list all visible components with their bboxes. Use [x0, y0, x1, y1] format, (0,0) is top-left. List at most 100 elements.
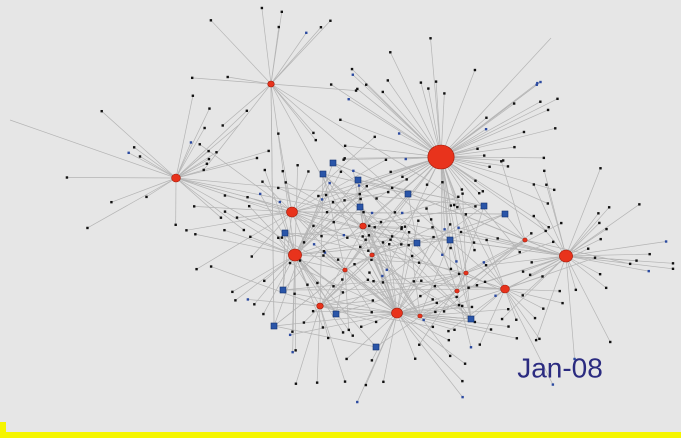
leaf-node — [219, 216, 223, 219]
edge — [465, 214, 506, 290]
edge — [440, 109, 549, 158]
leaf-node — [474, 205, 477, 208]
leaf-node — [476, 147, 479, 150]
edge — [458, 227, 567, 257]
leaf-node — [277, 25, 280, 29]
leaf-node — [547, 225, 550, 229]
edge — [270, 32, 307, 85]
leaf-node — [353, 263, 356, 266]
edge — [357, 179, 458, 292]
leaf-node — [208, 107, 211, 110]
leaf-node — [322, 250, 326, 253]
edge — [294, 254, 344, 333]
leaf-node — [410, 254, 414, 258]
leaf-node — [393, 211, 397, 214]
leaf-node — [356, 87, 359, 91]
leaf-node — [404, 157, 407, 161]
edge — [294, 171, 342, 256]
leaf-node — [381, 281, 385, 284]
leaf-node — [281, 169, 284, 173]
leaf-node — [521, 294, 524, 297]
square-node — [270, 322, 278, 330]
leaf-node — [372, 279, 375, 283]
edge — [111, 177, 177, 203]
square-node — [319, 170, 327, 178]
square-node — [356, 203, 364, 211]
edge — [101, 110, 177, 179]
leaf-node — [324, 193, 328, 197]
edge — [270, 83, 296, 256]
edge — [419, 315, 492, 330]
leaf-node — [364, 238, 367, 241]
leaf-node — [263, 279, 266, 283]
hub-node — [359, 222, 367, 230]
leaf-node — [501, 159, 505, 162]
leaf-node — [530, 232, 533, 235]
edge — [440, 98, 558, 158]
leaf-node — [401, 211, 404, 215]
leaf-node — [267, 149, 270, 153]
edge — [443, 239, 526, 312]
edge — [319, 300, 373, 307]
edge — [546, 184, 567, 257]
leaf-node — [370, 211, 374, 215]
edge — [504, 257, 596, 290]
leaf-node — [293, 292, 296, 295]
leaf-node — [599, 237, 602, 241]
leaf-node — [302, 241, 306, 244]
leaf-node — [485, 238, 488, 242]
edge — [470, 288, 506, 320]
edge — [533, 215, 567, 257]
hub-node — [316, 302, 324, 310]
square-node — [467, 315, 475, 323]
edge — [453, 204, 467, 274]
edge — [368, 156, 442, 251]
edge — [289, 262, 398, 314]
edge — [440, 156, 520, 253]
edge — [426, 208, 458, 292]
edge — [277, 133, 293, 213]
leaf-node — [294, 349, 297, 352]
leaf-node — [192, 205, 196, 208]
leaf-node — [461, 192, 464, 195]
leaf-node — [422, 318, 425, 322]
leaf-node — [573, 357, 576, 361]
leaf-node — [429, 37, 432, 40]
leaf-node — [307, 170, 310, 173]
edge — [419, 308, 509, 317]
leaf-node — [370, 311, 373, 314]
edge — [344, 221, 382, 271]
leaf-node — [253, 303, 256, 306]
leaf-node — [145, 195, 148, 199]
hub-node — [417, 313, 423, 319]
edge — [396, 285, 436, 314]
edge — [565, 255, 637, 261]
edge — [440, 156, 544, 159]
leaf-node — [474, 179, 477, 182]
leaf-node — [321, 326, 325, 329]
edge — [175, 177, 245, 231]
edge — [186, 211, 293, 231]
hub-node — [286, 206, 298, 218]
leaf-node — [312, 131, 315, 135]
edge — [420, 82, 442, 158]
edge — [270, 83, 526, 241]
leaf-node — [456, 205, 459, 209]
edge — [485, 255, 567, 266]
leaf-node — [362, 210, 365, 214]
hub-node — [342, 267, 348, 273]
edge — [273, 162, 334, 327]
edge — [235, 254, 296, 301]
edge — [500, 161, 526, 241]
leaf-node — [255, 156, 259, 160]
leaf-node — [536, 81, 539, 85]
edge — [224, 211, 296, 256]
edge — [565, 207, 610, 257]
leaf-node — [247, 204, 251, 208]
edge — [344, 269, 350, 330]
edge — [396, 284, 478, 314]
edge — [175, 142, 192, 179]
edge — [565, 255, 575, 360]
edge — [396, 224, 451, 314]
leaf-node — [561, 301, 564, 305]
